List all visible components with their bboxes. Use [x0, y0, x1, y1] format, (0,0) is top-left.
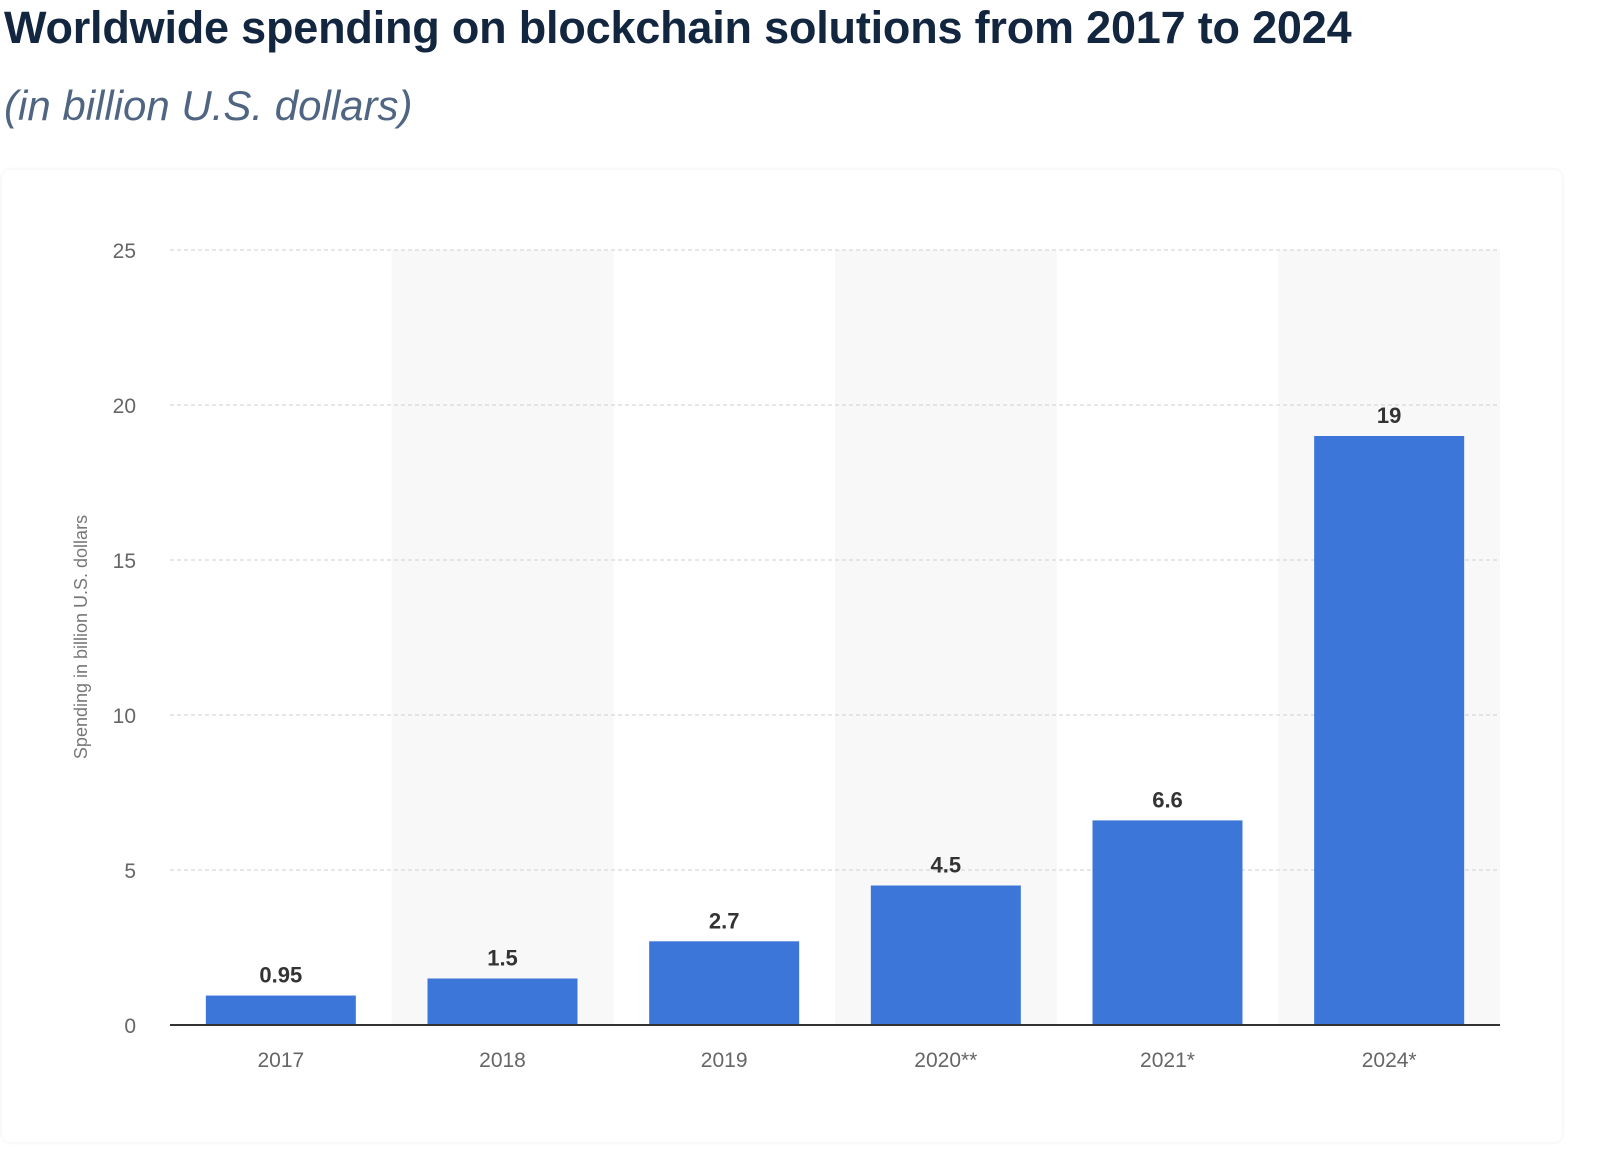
y-tick-label: 20 [113, 395, 136, 418]
data-label: 2.7 [709, 908, 740, 933]
x-tick-label: 2020** [914, 1049, 977, 1072]
data-label: 0.95 [259, 963, 302, 988]
data-label: 19 [1377, 403, 1401, 428]
chart-title: Worldwide spending on blockchain solutio… [4, 2, 1352, 53]
data-label: 1.5 [487, 946, 518, 971]
bar [1092, 820, 1243, 1025]
data-label: 6.6 [1152, 787, 1183, 812]
x-tick-label: 2021* [1140, 1049, 1195, 1072]
y-tick-label: 25 [113, 240, 136, 263]
bar [427, 978, 578, 1025]
bar [649, 941, 800, 1025]
column-band [391, 250, 614, 1025]
y-tick-label: 5 [124, 860, 136, 883]
chart-subtitle: (in billion U.S. dollars) [4, 82, 413, 129]
bar [870, 885, 1021, 1025]
data-label: 4.5 [931, 853, 962, 878]
y-tick-label: 10 [113, 705, 136, 728]
bar [205, 995, 356, 1025]
bar [1314, 436, 1465, 1025]
y-tick-label: 0 [124, 1015, 136, 1038]
x-tick-label: 2024* [1362, 1049, 1417, 1072]
x-tick-label: 2018 [479, 1049, 526, 1072]
x-tick-label: 2019 [701, 1049, 748, 1072]
y-axis-label: Spending in billion U.S. dollars [71, 515, 91, 759]
x-tick-label: 2017 [257, 1049, 304, 1072]
y-tick-label: 15 [113, 550, 136, 573]
